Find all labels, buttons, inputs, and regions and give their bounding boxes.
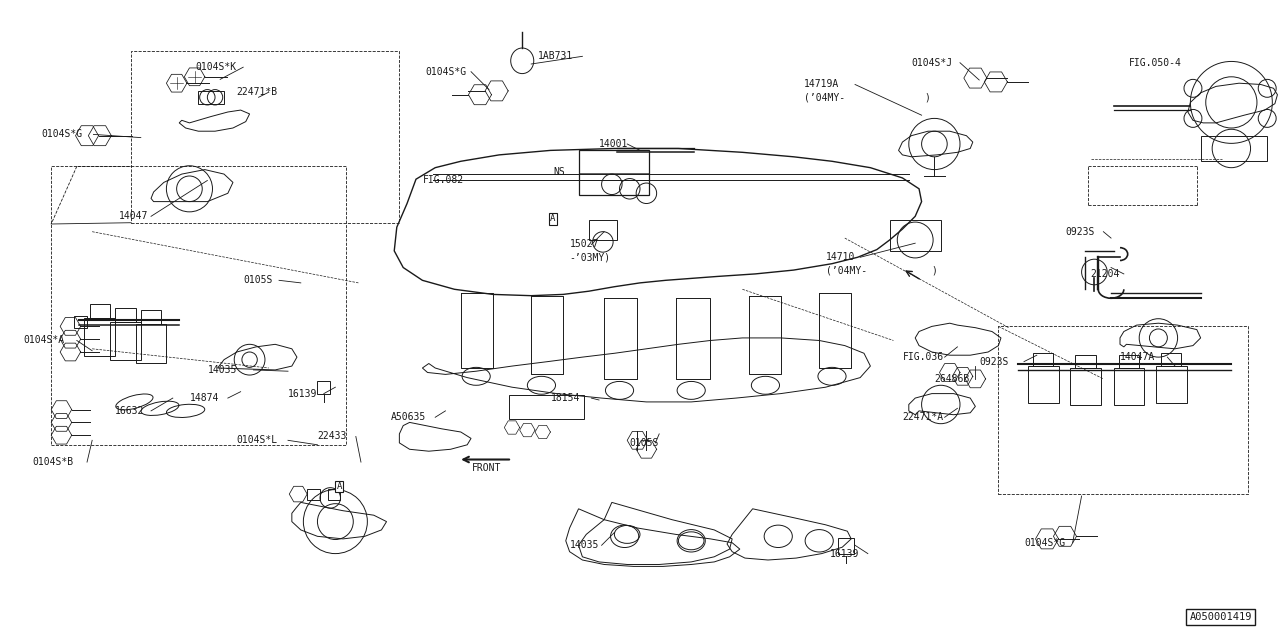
Bar [1075, 355, 1096, 368]
Text: A: A [337, 482, 342, 491]
Text: 22471*A: 22471*A [902, 412, 943, 422]
Text: 0104S*L: 0104S*L [237, 435, 278, 445]
Text: 0104S*B: 0104S*B [32, 457, 73, 467]
Text: 0104S*G: 0104S*G [1024, 538, 1065, 548]
Bar [579, 150, 649, 195]
Bar [141, 310, 161, 324]
Text: 16139: 16139 [288, 388, 317, 399]
Bar [307, 489, 320, 500]
Text: A050001419: A050001419 [1189, 612, 1252, 622]
Text: ): ) [932, 265, 938, 275]
Bar [1070, 368, 1101, 405]
Bar [998, 326, 1248, 494]
Bar [74, 316, 87, 328]
Text: 22471*B: 22471*B [237, 87, 278, 97]
Bar [1201, 136, 1267, 161]
Bar [136, 324, 166, 363]
Text: 0923S: 0923S [1065, 227, 1094, 237]
Text: 0105S: 0105S [630, 438, 659, 448]
Text: ): ) [924, 92, 931, 102]
Text: 14874: 14874 [189, 393, 219, 403]
Text: 26486B: 26486B [934, 374, 970, 384]
Text: 0104S*G: 0104S*G [41, 129, 82, 140]
Text: 14035: 14035 [570, 540, 599, 550]
Text: 15027: 15027 [570, 239, 599, 250]
Text: FIG.050-4: FIG.050-4 [1129, 58, 1181, 68]
Text: NS: NS [553, 166, 564, 177]
Bar [1033, 353, 1053, 366]
Bar [1119, 355, 1139, 368]
Bar [1161, 353, 1181, 366]
Text: 0104S*G: 0104S*G [425, 67, 466, 77]
Text: 0923S: 0923S [979, 356, 1009, 367]
Bar [1114, 368, 1144, 405]
Text: A: A [550, 214, 556, 223]
Bar [328, 489, 340, 500]
Text: 14710: 14710 [826, 252, 855, 262]
Bar [1028, 366, 1059, 403]
Text: FIG.082: FIG.082 [422, 175, 463, 186]
Bar [115, 308, 136, 322]
Text: 16632: 16632 [115, 406, 145, 416]
Text: 0104S*J: 0104S*J [911, 58, 952, 68]
Bar [1156, 366, 1187, 403]
Bar [317, 381, 330, 394]
Text: 14001: 14001 [599, 139, 628, 149]
Bar [589, 220, 617, 240]
Bar [51, 166, 346, 445]
Bar [110, 322, 141, 360]
Bar [838, 538, 854, 554]
Text: 16139: 16139 [829, 548, 859, 559]
Text: -’03MY): -’03MY) [570, 252, 611, 262]
Bar [84, 318, 115, 356]
Text: FIG.036: FIG.036 [902, 352, 943, 362]
Bar [90, 304, 110, 318]
Text: 0104S*K: 0104S*K [196, 62, 237, 72]
Text: (’04MY-: (’04MY- [804, 92, 845, 102]
Text: A50635: A50635 [390, 412, 426, 422]
Text: 14047: 14047 [119, 211, 148, 221]
Text: 1AB731: 1AB731 [538, 51, 573, 61]
Bar [131, 51, 399, 223]
Text: 0104S*A: 0104S*A [23, 335, 64, 346]
Text: (’04MY-: (’04MY- [826, 265, 867, 275]
Text: 22433: 22433 [317, 431, 347, 442]
Bar [890, 220, 941, 251]
Text: 21204: 21204 [1091, 269, 1120, 279]
Text: 0105S: 0105S [243, 275, 273, 285]
Text: 14047A: 14047A [1120, 352, 1156, 362]
Text: FRONT: FRONT [472, 463, 500, 474]
Bar [509, 395, 584, 419]
Text: 14719A: 14719A [804, 79, 840, 90]
Text: 14035: 14035 [207, 365, 237, 375]
Text: 18154: 18154 [550, 393, 580, 403]
